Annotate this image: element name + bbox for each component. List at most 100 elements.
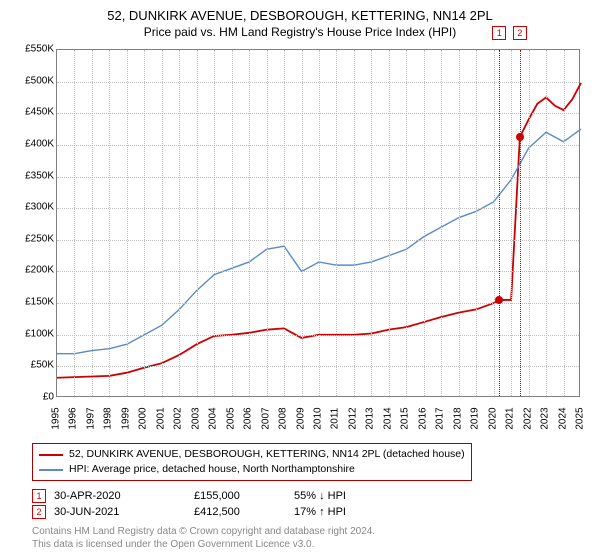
gridline-v bbox=[74, 50, 75, 396]
x-axis-label: 2017 bbox=[435, 407, 446, 429]
gridline-v bbox=[441, 50, 442, 396]
footer-line2: This data is licensed under the Open Gov… bbox=[32, 538, 588, 551]
x-axis-label: 2022 bbox=[522, 407, 533, 429]
legend-swatch-price bbox=[39, 454, 63, 456]
gridline-v bbox=[406, 50, 407, 396]
y-axis-label: £0 bbox=[43, 392, 54, 403]
transaction-date: 30-JUN-2021 bbox=[54, 506, 194, 518]
x-axis-label: 2003 bbox=[190, 407, 201, 429]
event-badge-1: 1 bbox=[492, 26, 506, 40]
transaction-date: 30-APR-2020 bbox=[54, 490, 194, 502]
x-axis-label: 2019 bbox=[470, 407, 481, 429]
gridline-v bbox=[354, 50, 355, 396]
legend-row-hpi: HPI: Average price, detached house, Nort… bbox=[39, 462, 465, 477]
x-axis-label: 2023 bbox=[540, 407, 551, 429]
line-series-svg bbox=[57, 50, 579, 396]
transaction-marker: 2 bbox=[32, 505, 46, 519]
x-axis-label: 1995 bbox=[51, 407, 62, 429]
event-line-2 bbox=[520, 50, 521, 396]
y-axis-label: £450K bbox=[25, 107, 54, 118]
chart-area: 12 £0£50K£100K£150K£200K£250K£300K£350K£… bbox=[12, 45, 588, 435]
y-axis-label: £350K bbox=[25, 170, 54, 181]
gridline-v bbox=[214, 50, 215, 396]
x-axis-label: 2011 bbox=[330, 408, 341, 430]
x-axis-label: 1998 bbox=[103, 407, 114, 429]
gridline-h bbox=[57, 177, 579, 178]
y-axis-label: £50K bbox=[31, 360, 54, 371]
gridline-v bbox=[476, 50, 477, 396]
x-axis-label: 1997 bbox=[85, 407, 96, 429]
gridline-v bbox=[546, 50, 547, 396]
gridline-v bbox=[109, 50, 110, 396]
x-axis-label: 2000 bbox=[138, 407, 149, 429]
footer-line1: Contains HM Land Registry data © Crown c… bbox=[32, 525, 588, 538]
transaction-price: £155,000 bbox=[194, 490, 294, 502]
transaction-delta: 55% ↓ HPI bbox=[294, 490, 346, 502]
gridline-v bbox=[162, 50, 163, 396]
x-axis-label: 2020 bbox=[487, 407, 498, 429]
gridline-v bbox=[389, 50, 390, 396]
x-axis-label: 2021 bbox=[505, 407, 516, 429]
y-axis-label: £300K bbox=[25, 202, 54, 213]
x-axis-label: 2005 bbox=[225, 407, 236, 429]
gridline-v bbox=[127, 50, 128, 396]
transaction-delta: 17% ↑ HPI bbox=[294, 506, 346, 518]
event-dot-2 bbox=[516, 133, 524, 141]
gridline-v bbox=[284, 50, 285, 396]
legend-label-price: 52, DUNKIRK AVENUE, DESBOROUGH, KETTERIN… bbox=[69, 447, 465, 462]
y-axis-label: £150K bbox=[25, 297, 54, 308]
y-axis-label: £200K bbox=[25, 265, 54, 276]
y-axis-label: £500K bbox=[25, 75, 54, 86]
x-axis-label: 2009 bbox=[295, 407, 306, 429]
gridline-v bbox=[179, 50, 180, 396]
x-axis-label: 2004 bbox=[208, 407, 219, 429]
transaction-row: 2 30-JUN-2021£412,50017% ↑ HPI bbox=[32, 505, 588, 519]
gridline-v bbox=[424, 50, 425, 396]
legend-row-price: 52, DUNKIRK AVENUE, DESBOROUGH, KETTERIN… bbox=[39, 447, 465, 462]
x-axis-label: 2024 bbox=[557, 407, 568, 429]
transaction-price: £412,500 bbox=[194, 506, 294, 518]
x-axis-label: 2013 bbox=[365, 407, 376, 429]
x-axis-label: 1996 bbox=[68, 407, 79, 429]
gridline-v bbox=[371, 50, 372, 396]
legend-swatch-hpi bbox=[39, 469, 63, 471]
x-axis-label: 1999 bbox=[120, 407, 131, 429]
event-badge-2: 2 bbox=[513, 26, 527, 40]
x-axis-label: 2014 bbox=[382, 407, 393, 429]
chart-container: 52, DUNKIRK AVENUE, DESBOROUGH, KETTERIN… bbox=[0, 0, 600, 560]
gridline-v bbox=[92, 50, 93, 396]
x-axis-label: 2008 bbox=[278, 407, 289, 429]
x-axis-label: 2007 bbox=[260, 407, 271, 429]
transactions-list: 1 30-APR-2020£155,00055% ↓ HPI 2 30-JUN-202… bbox=[12, 489, 588, 519]
x-axis-label: 2025 bbox=[575, 407, 586, 429]
gridline-h bbox=[57, 82, 579, 83]
y-axis-label: £400K bbox=[25, 138, 54, 149]
gridline-v bbox=[249, 50, 250, 396]
x-axis-label: 2016 bbox=[417, 407, 428, 429]
gridline-v bbox=[144, 50, 145, 396]
gridline-h bbox=[57, 271, 579, 272]
gridline-h bbox=[57, 366, 579, 367]
gridline-h bbox=[57, 208, 579, 209]
x-axis-label: 2010 bbox=[313, 407, 324, 429]
gridline-h bbox=[57, 145, 579, 146]
transaction-marker: 1 bbox=[32, 489, 46, 503]
gridline-h bbox=[57, 240, 579, 241]
event-dot-1 bbox=[495, 296, 503, 304]
event-line-1 bbox=[499, 50, 500, 396]
gridline-v bbox=[267, 50, 268, 396]
chart-title: 52, DUNKIRK AVENUE, DESBOROUGH, KETTERIN… bbox=[12, 8, 588, 23]
gridline-v bbox=[319, 50, 320, 396]
plot-area: 12 bbox=[56, 49, 580, 397]
transaction-row: 1 30-APR-2020£155,00055% ↓ HPI bbox=[32, 489, 588, 503]
gridline-v bbox=[336, 50, 337, 396]
x-axis-label: 2015 bbox=[400, 407, 411, 429]
y-axis-label: £100K bbox=[25, 328, 54, 339]
legend-label-hpi: HPI: Average price, detached house, Nort… bbox=[69, 462, 355, 477]
gridline-v bbox=[529, 50, 530, 396]
gridline-v bbox=[564, 50, 565, 396]
x-axis-label: 2001 bbox=[155, 407, 166, 429]
gridline-v bbox=[459, 50, 460, 396]
footer-text: Contains HM Land Registry data © Crown c… bbox=[32, 525, 588, 551]
y-axis-label: £550K bbox=[25, 44, 54, 55]
